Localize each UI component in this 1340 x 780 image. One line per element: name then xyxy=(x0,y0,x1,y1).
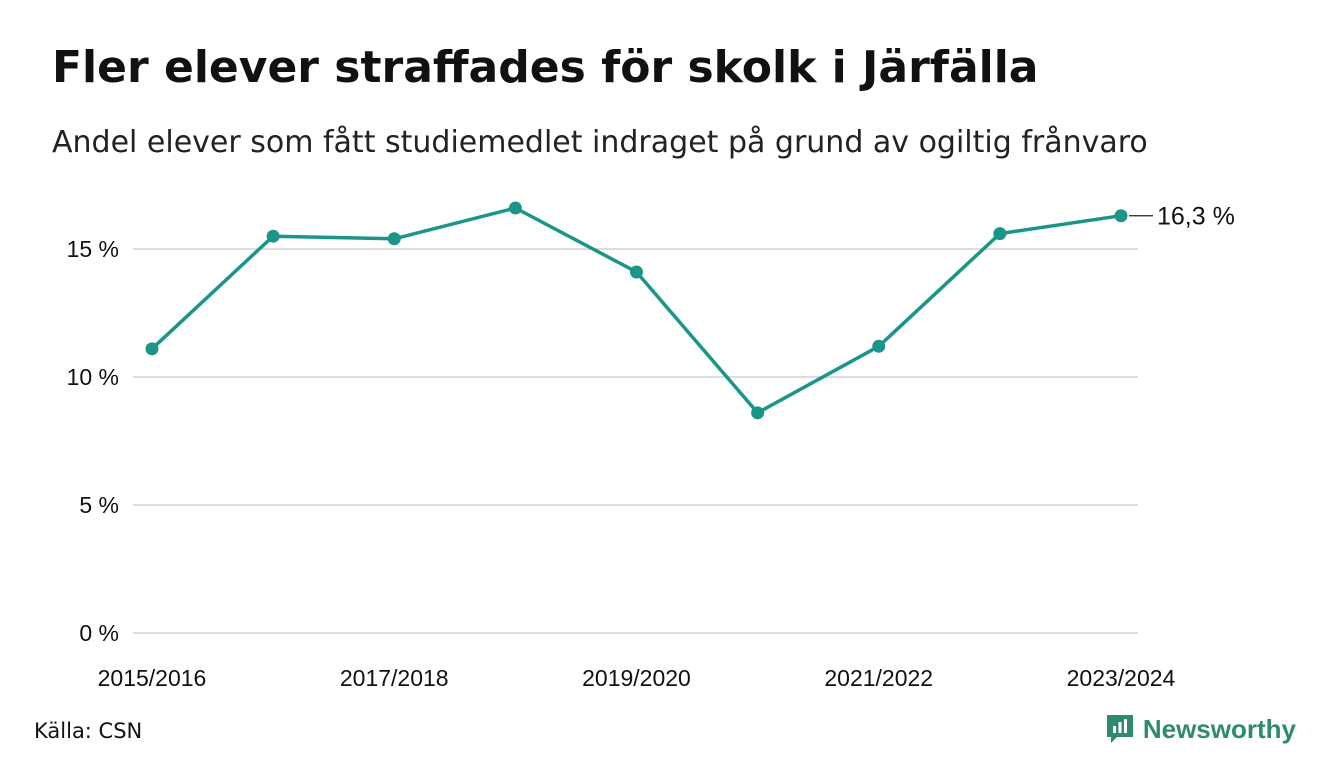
data-point xyxy=(630,265,643,279)
chart-subtitle: Andel elever som fått studiemedlet indra… xyxy=(52,125,1148,160)
data-point xyxy=(1114,209,1128,223)
source-note: Källa: CSN xyxy=(34,719,143,743)
data-points xyxy=(145,201,1128,420)
data-point xyxy=(872,339,886,353)
data-point xyxy=(751,406,765,420)
data-point xyxy=(387,232,401,246)
y-tick-label: 15 % xyxy=(67,236,119,262)
data-point xyxy=(993,227,1007,241)
y-tick-label: 5 % xyxy=(79,492,119,518)
newsworthy-logo-icon xyxy=(1106,715,1133,743)
y-tick-label: 10 % xyxy=(67,364,119,390)
brand-logo: Newsworthy xyxy=(1105,713,1296,745)
x-tick-label: 2023/2024 xyxy=(1067,665,1176,691)
x-tick-label: 2015/2016 xyxy=(98,665,207,691)
y-tick-labels: 0 % 5 % 10 % 15 % xyxy=(67,236,119,646)
x-tick-labels: 2015/2016 2017/2018 2019/2020 2021/2022 2023… xyxy=(98,665,1176,691)
x-tick-label: 2019/2020 xyxy=(582,665,691,691)
end-value-label: 16,3 % xyxy=(1157,203,1235,231)
grid-layer xyxy=(133,248,1138,634)
data-point xyxy=(508,201,522,215)
data-point xyxy=(145,342,159,356)
y-tick-label: 0 % xyxy=(79,620,119,646)
data-point xyxy=(266,229,280,243)
series-line xyxy=(150,206,1122,415)
chart-title: Fler elever straffades för skolk i Järfä… xyxy=(52,42,1039,93)
x-tick-label: 2021/2022 xyxy=(824,665,933,691)
brand-name: Newsworthy xyxy=(1142,713,1296,744)
x-tick-label: 2017/2018 xyxy=(340,665,449,691)
